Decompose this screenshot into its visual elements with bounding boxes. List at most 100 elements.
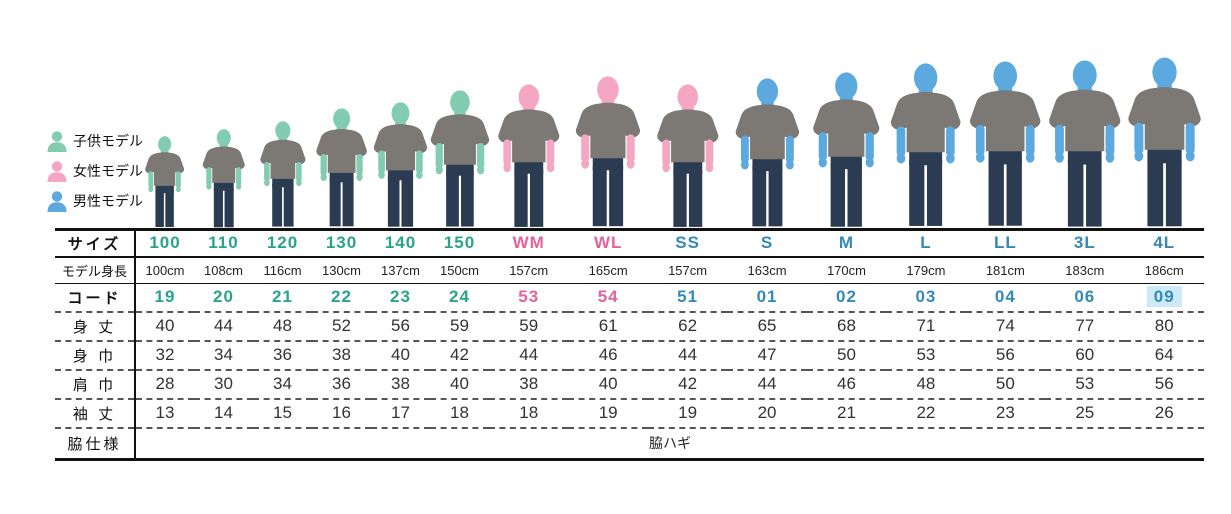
- model-height-cell: 100cm: [145, 262, 185, 278]
- body-width-cell: 34: [214, 345, 233, 364]
- legend-label: 男性モデル: [73, 192, 143, 209]
- sleeve-length-cell: 18: [450, 403, 469, 422]
- model-figure-110: [195, 128, 253, 228]
- body-width-row: 身 巾 32 34 36 38 40 42 44 46 44 47 50 53 56 60 64: [55, 340, 1204, 370]
- size-cell: 120: [266, 233, 299, 253]
- shoulder-width-cell: 42: [678, 374, 698, 393]
- legend-item-female: 女性モデル: [45, 157, 143, 184]
- code-cell: 03: [915, 287, 937, 307]
- body-length-cell: 59: [450, 316, 469, 335]
- code-row: コード 19 20 21 22 23 24 53 54 51 01 02 03 04 06 09: [55, 283, 1205, 312]
- size-cell: 3L: [1073, 233, 1096, 253]
- shoulder-width-cell: 48: [916, 374, 936, 393]
- body-length-cell: 56: [391, 316, 410, 335]
- model-legend: 子供モデル女性モデル男性モデル: [45, 127, 143, 214]
- code-cell: 22: [331, 287, 352, 307]
- sleeve-length-cell: 21: [837, 403, 856, 422]
- sleeve-length-cell: 20: [757, 403, 777, 422]
- body-width-row-label: 身 巾: [55, 340, 136, 370]
- body-width-cell: 60: [1075, 345, 1095, 364]
- body-width-cell: 46: [598, 345, 618, 364]
- legend-label: 女性モデル: [73, 162, 143, 179]
- model-figure-S: [724, 78, 811, 228]
- code-cell: 19: [154, 287, 176, 307]
- model-height-cell: 116cm: [263, 262, 302, 278]
- body-length-cell: 44: [214, 316, 233, 335]
- body-length-cell: 68: [837, 316, 856, 335]
- body-length-cell: 59: [519, 316, 539, 335]
- sleeve-length-cell: 18: [519, 403, 539, 422]
- model-height-cell: 108cm: [203, 262, 244, 278]
- code-cell: 53: [518, 287, 540, 307]
- side-spec-value: 脇ハギ: [649, 435, 691, 452]
- code-cell: 54: [597, 287, 619, 307]
- legend-label: 子供モデル: [73, 132, 143, 149]
- body-length-row: 身 丈 40 44 48 52 56 59 59 61 62 65 68 71 74 77 80: [55, 311, 1204, 341]
- code-cell: 02: [836, 287, 857, 307]
- shoulder-width-cell: 38: [391, 374, 410, 393]
- model-figures: [0, 0, 1231, 228]
- body-width-cell: 42: [450, 345, 469, 364]
- body-length-row-label: 身 丈: [55, 311, 136, 341]
- size-cell: WM: [512, 233, 545, 253]
- model-height-cell: 179cm: [906, 262, 946, 278]
- model-height-cell: 183cm: [1065, 262, 1105, 278]
- sleeve-length-cell: 26: [1154, 403, 1174, 422]
- sleeve-length-row: 袖 丈 13 14 15 16 17 18 18 19 19 20 21 22 23 25 26: [55, 398, 1204, 428]
- sleeve-length-cell: 15: [273, 403, 292, 422]
- model-height-cell: 157cm: [668, 262, 708, 278]
- model-figure-M: [801, 72, 892, 228]
- body-length-cell: 77: [1075, 316, 1095, 335]
- model-height-cell: 163cm: [747, 262, 787, 278]
- model-figure-SS: [646, 83, 730, 228]
- code-row-label: コード: [55, 283, 136, 312]
- body-length-cell: 52: [332, 316, 351, 335]
- sleeve-length-cell: 22: [916, 403, 936, 422]
- model-figure-3L: [1036, 60, 1133, 228]
- body-length-cell: 65: [757, 316, 777, 335]
- shoulder-width-cell: 36: [332, 374, 351, 393]
- body-width-cell: 50: [837, 345, 856, 364]
- sleeve-length-row-label: 袖 丈: [55, 398, 136, 428]
- body-width-cell: 36: [273, 345, 292, 364]
- legend-item-child: 子供モデル: [45, 127, 143, 154]
- body-length-cell: 80: [1154, 316, 1174, 335]
- model-height-cell: 181cm: [985, 262, 1025, 278]
- code-cell: 51: [677, 287, 699, 307]
- model-height-cell: 170cm: [826, 262, 866, 278]
- body-length-cell: 71: [916, 316, 936, 335]
- size-cell: 150: [443, 233, 476, 253]
- size-cell: 4L: [1153, 233, 1176, 253]
- body-length-cell: 74: [995, 316, 1015, 335]
- shoulder-width-cell: 34: [273, 374, 292, 393]
- shoulder-width-cell: 28: [155, 374, 175, 393]
- size-row: サイズ 100 110 120 130 140 150 WM WL SS S M L LL 3L 4L: [55, 229, 1204, 257]
- size-cell: WL: [593, 233, 623, 253]
- sleeve-length-cell: 14: [214, 403, 233, 422]
- body-length-cell: 61: [598, 316, 618, 335]
- body-width-cell: 38: [332, 345, 351, 364]
- model-figure-130: [307, 108, 376, 228]
- code-cell: 20: [213, 287, 234, 307]
- code-cell: 04: [994, 287, 1016, 307]
- code-cell: 21: [272, 287, 293, 307]
- body-length-cell: 40: [155, 316, 175, 335]
- shoulder-width-cell: 38: [519, 374, 539, 393]
- model-figure-100: [138, 136, 191, 228]
- size-cell: M: [838, 233, 855, 253]
- model-figure-4L: [1115, 57, 1214, 228]
- code-cell: 09: [1125, 284, 1205, 312]
- model-figure-WL: [564, 76, 652, 228]
- shoulder-width-cell: 40: [450, 374, 469, 393]
- male-model-icon: [45, 189, 69, 213]
- body-width-cell: 44: [678, 345, 698, 364]
- sleeve-length-cell: 23: [995, 403, 1015, 422]
- size-cell: 140: [384, 233, 417, 253]
- model-figure-120: [252, 121, 314, 228]
- body-length-cell: 62: [678, 316, 698, 335]
- size-cell: 130: [325, 233, 358, 253]
- code-cell: 24: [449, 287, 470, 307]
- size-cell: 100: [149, 233, 181, 253]
- body-width-cell: 32: [155, 345, 175, 364]
- sleeve-length-cell: 19: [678, 403, 698, 422]
